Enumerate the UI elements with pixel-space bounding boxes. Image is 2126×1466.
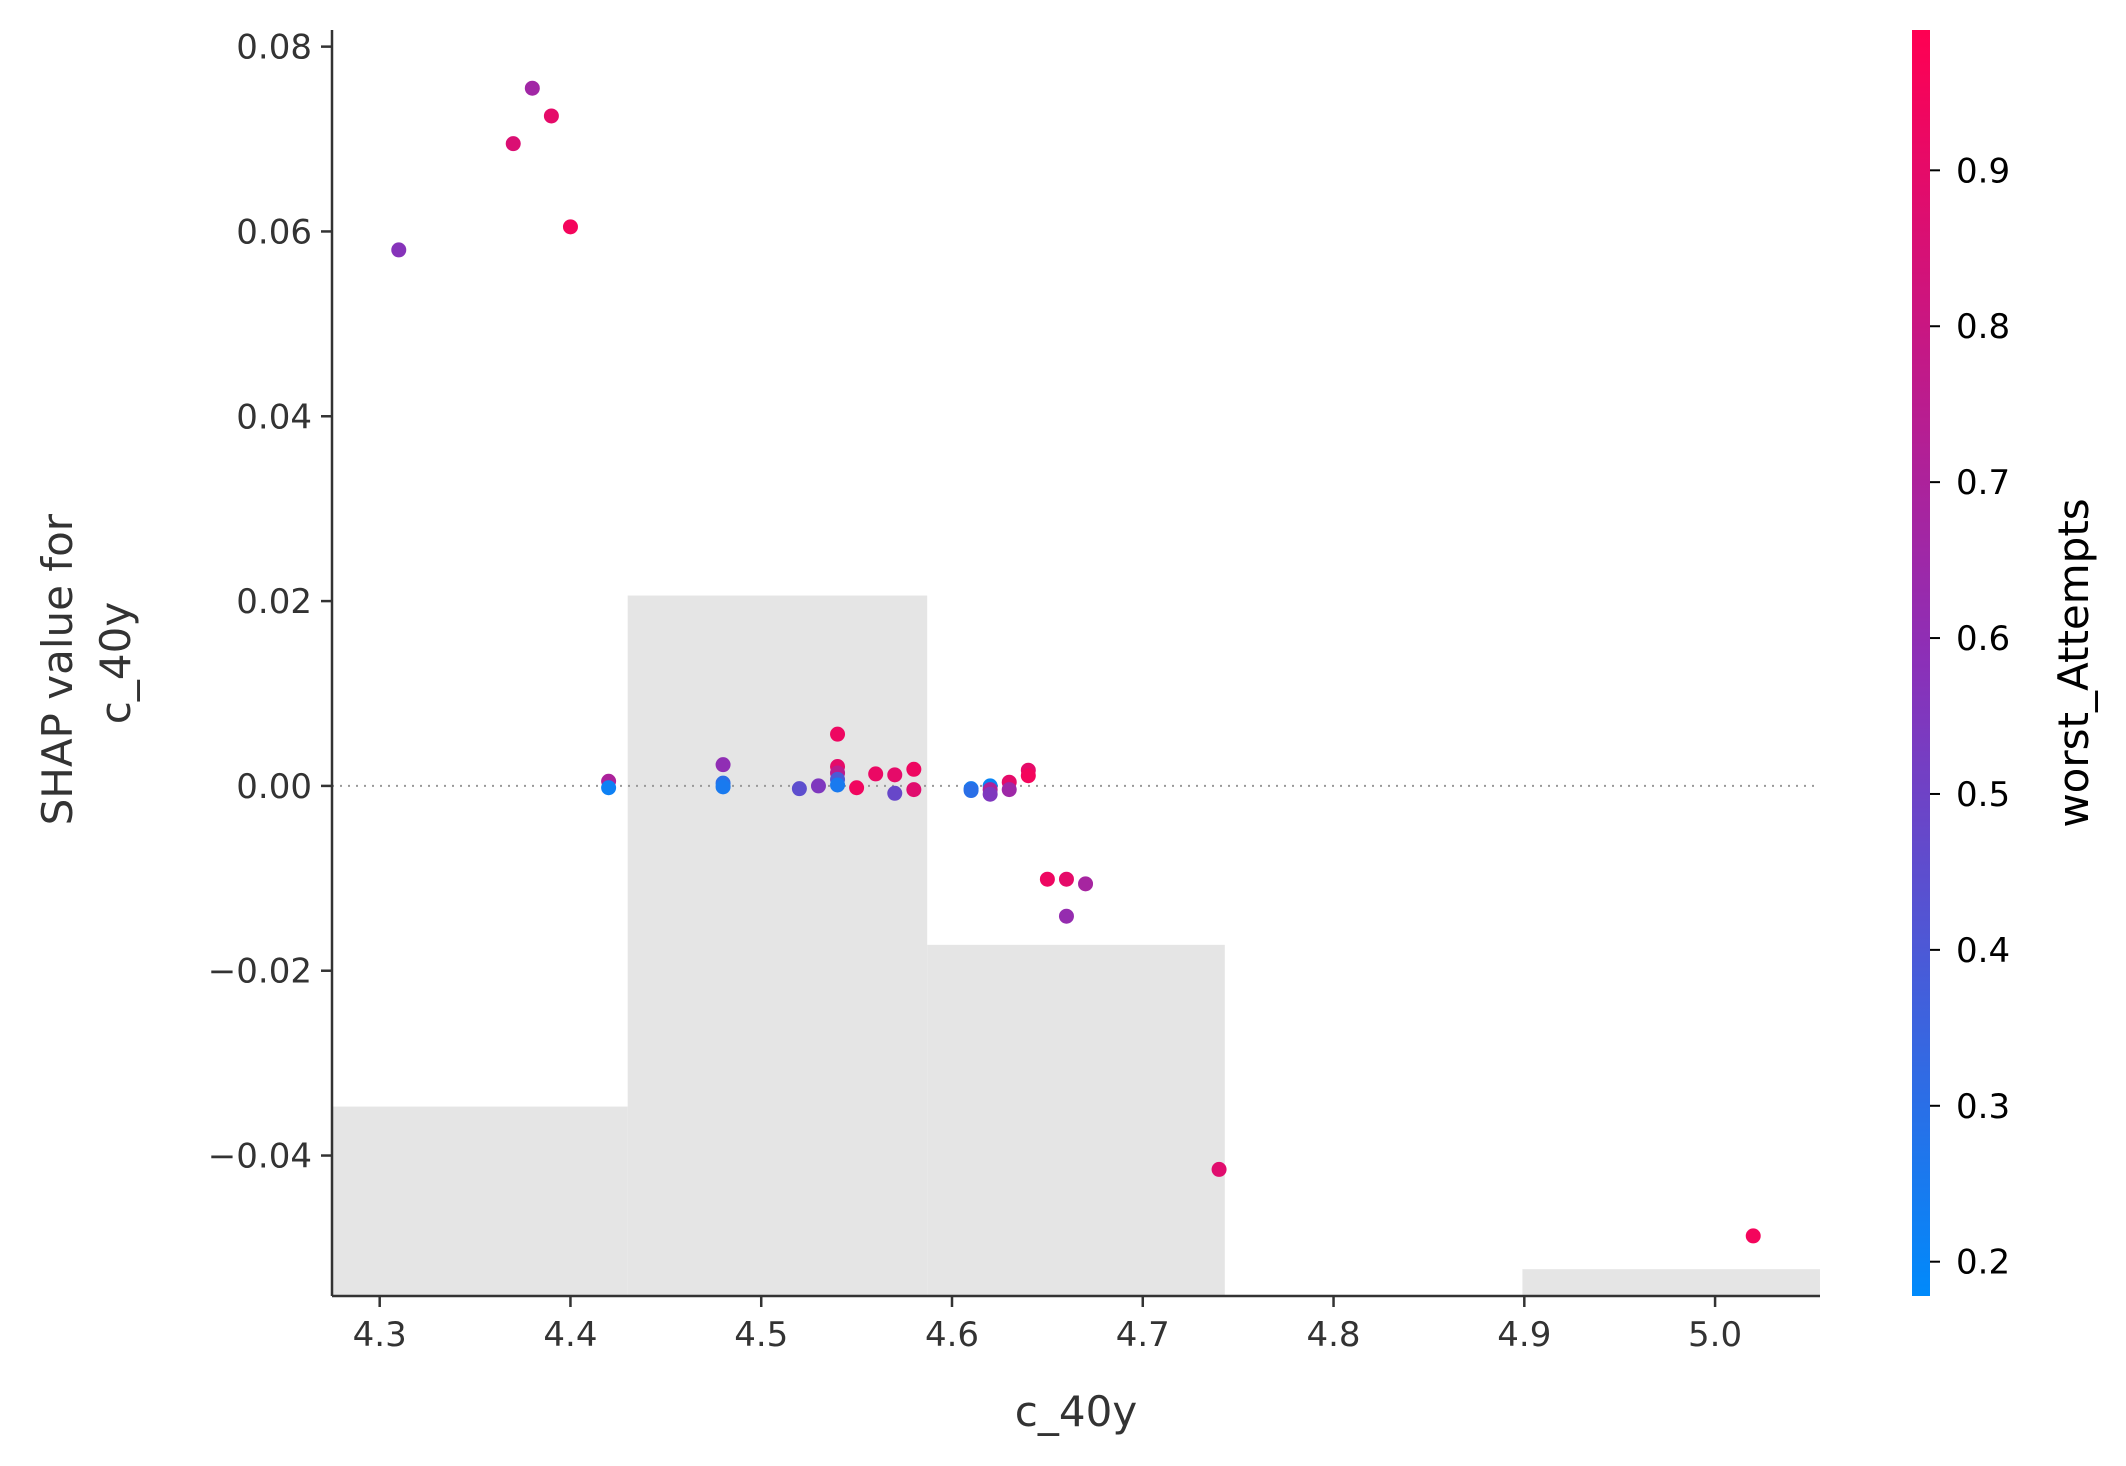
colorbar bbox=[1912, 30, 1930, 1296]
y-axis-ticks: 0.08 0.06 0.04 0.02 0.00 −0.02 −0.04 bbox=[208, 28, 332, 1177]
data-point bbox=[1020, 768, 1036, 784]
colorbar-tick-label: 0.2 bbox=[1956, 1243, 2010, 1283]
data-point bbox=[1078, 876, 1094, 892]
x-axis-ticks: 4.3 4.4 4.5 4.6 4.7 4.8 4.9 5.0 bbox=[353, 1296, 1742, 1355]
colorbar-title: worst_Attempts bbox=[2049, 498, 2098, 827]
data-point bbox=[887, 767, 903, 783]
histogram-background bbox=[332, 595, 1820, 1296]
data-point bbox=[830, 726, 846, 742]
x-tick-label: 4.8 bbox=[1306, 1315, 1360, 1355]
y-tick-label: 0.02 bbox=[236, 582, 312, 622]
x-axis-title: c_40y bbox=[1015, 1387, 1137, 1436]
colorbar-tick-label: 0.7 bbox=[1956, 463, 2010, 503]
histogram-bar bbox=[927, 944, 1225, 1296]
data-point bbox=[830, 777, 846, 793]
data-point bbox=[562, 219, 578, 235]
x-tick-label: 4.7 bbox=[1116, 1315, 1170, 1355]
histogram-bar bbox=[627, 595, 928, 1296]
axes bbox=[330, 30, 1820, 1298]
y-tick-label: 0.06 bbox=[236, 212, 312, 252]
colorbar-tick-label: 0.6 bbox=[1956, 619, 2010, 659]
y-tick-label: 0.04 bbox=[236, 397, 312, 437]
data-point bbox=[1001, 782, 1017, 798]
data-point bbox=[963, 783, 979, 799]
x-tick-label: 4.4 bbox=[543, 1315, 597, 1355]
data-point bbox=[1745, 1228, 1761, 1244]
x-tick-label: 5.0 bbox=[1688, 1315, 1742, 1355]
data-point bbox=[715, 779, 731, 795]
data-point bbox=[1039, 871, 1055, 887]
data-point bbox=[982, 786, 998, 802]
histogram-bar bbox=[332, 1106, 628, 1296]
y-axis-title-line-2: c_40y bbox=[91, 602, 140, 724]
data-point bbox=[601, 780, 617, 796]
data-point bbox=[715, 757, 731, 773]
data-point bbox=[1058, 908, 1074, 924]
colorbar-tick-label: 0.9 bbox=[1956, 151, 2010, 191]
x-tick-label: 4.6 bbox=[925, 1315, 979, 1355]
y-axis-title-line-1: SHAP value for bbox=[33, 513, 82, 825]
data-point bbox=[868, 766, 884, 782]
data-point bbox=[810, 778, 826, 794]
y-tick-label: 0.08 bbox=[236, 28, 312, 68]
colorbar-tick-label: 0.8 bbox=[1956, 307, 2010, 347]
data-point bbox=[1211, 1161, 1227, 1177]
data-point bbox=[505, 136, 521, 152]
data-point bbox=[543, 108, 559, 124]
y-tick-label: −0.04 bbox=[208, 1137, 312, 1177]
colorbar-tick-label: 0.5 bbox=[1956, 775, 2010, 815]
colorbar-ticks: 0.2 0.3 0.4 0.5 0.6 0.7 0.8 0.9 bbox=[1930, 151, 2010, 1283]
data-point bbox=[391, 242, 407, 258]
colorbar-tick-label: 0.4 bbox=[1956, 931, 2010, 971]
data-point bbox=[906, 782, 922, 798]
data-point bbox=[849, 780, 865, 796]
data-point bbox=[887, 785, 903, 801]
data-point bbox=[906, 761, 922, 777]
x-tick-label: 4.9 bbox=[1497, 1315, 1551, 1355]
y-tick-label: −0.02 bbox=[208, 952, 312, 992]
data-point bbox=[791, 781, 807, 797]
data-point bbox=[524, 80, 540, 96]
x-tick-label: 4.5 bbox=[734, 1315, 788, 1355]
y-axis-title: SHAP value for c_40y bbox=[33, 501, 140, 826]
y-tick-label: 0.00 bbox=[236, 767, 312, 807]
scatter-points bbox=[391, 80, 1761, 1244]
colorbar-tick-label: 0.3 bbox=[1956, 1087, 2010, 1127]
x-tick-label: 4.3 bbox=[353, 1315, 407, 1355]
data-point bbox=[1058, 871, 1074, 887]
histogram-bar bbox=[1522, 1269, 1820, 1296]
